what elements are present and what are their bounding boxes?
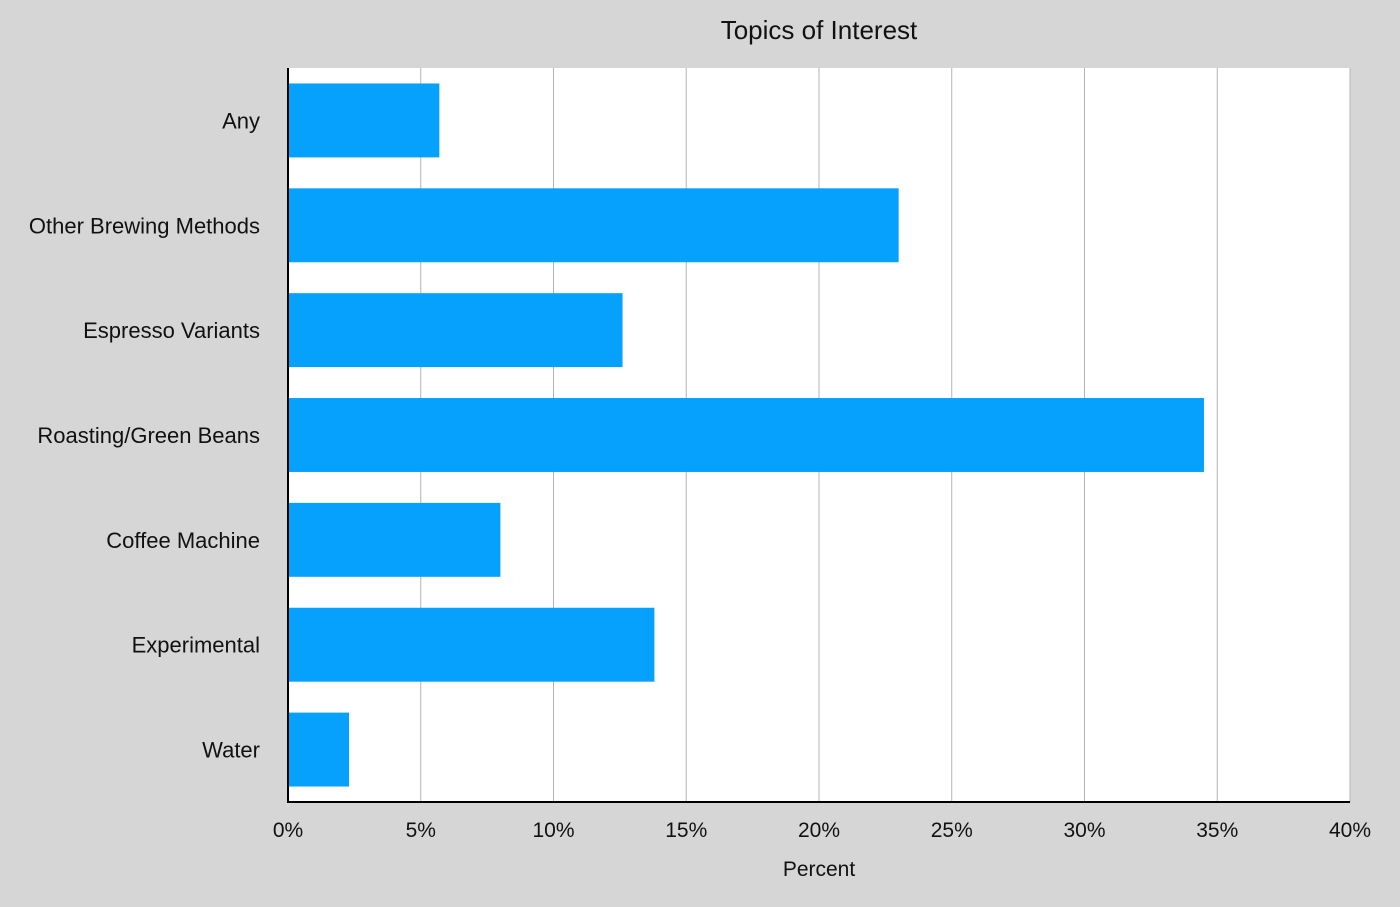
category-label-2: Espresso Variants xyxy=(83,318,260,343)
bar-0 xyxy=(288,83,440,158)
bar-6 xyxy=(288,712,350,787)
category-label-5: Experimental xyxy=(132,633,260,658)
x-tick-label-5: 25% xyxy=(931,819,973,842)
x-tick-label-6: 30% xyxy=(1063,819,1105,842)
bar-1 xyxy=(288,188,899,263)
bar-4 xyxy=(288,502,501,577)
x-tick-label-0: 0% xyxy=(273,819,303,842)
category-label-6: Water xyxy=(202,738,260,763)
bar-3 xyxy=(288,398,1204,472)
x-tick-label-4: 20% xyxy=(798,819,840,842)
bar-5 xyxy=(288,607,655,682)
x-axis-title: Percent xyxy=(783,858,856,881)
x-tick-label-7: 35% xyxy=(1196,819,1238,842)
axes xyxy=(287,68,1350,803)
category-label-0: Any xyxy=(222,108,260,133)
category-label-1: Other Brewing Methods xyxy=(29,213,260,238)
x-tick-label-1: 5% xyxy=(406,819,436,842)
category-labels: Any Other Brewing Methods Espresso Variant… xyxy=(29,108,260,762)
x-tick-label-2: 10% xyxy=(532,819,574,842)
x-tick-label-8: 40% xyxy=(1329,819,1371,842)
chart-title: Topics of Interest xyxy=(721,15,918,45)
x-tick-labels: 0% 5% 10% 15% 20% 25% 30% 35% 40% xyxy=(273,819,1371,842)
x-tick-label-3: 15% xyxy=(665,819,707,842)
bars xyxy=(288,83,1204,787)
category-label-4: Coffee Machine xyxy=(106,528,260,553)
category-label-3: Roasting/Green Beans xyxy=(37,423,260,448)
bar-2 xyxy=(288,293,623,368)
